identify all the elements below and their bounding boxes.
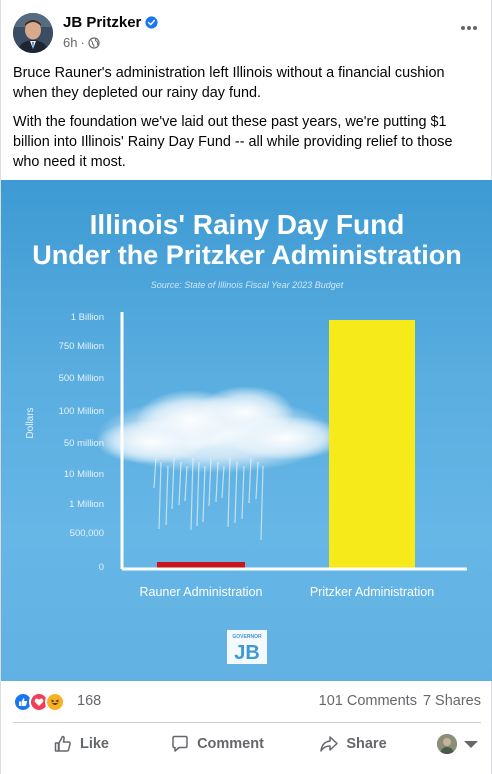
rain-streak (158, 461, 162, 530)
post-meta: 6h · (63, 35, 100, 50)
bar-pritzker (329, 320, 415, 568)
comment-label: Comment (197, 736, 264, 752)
rain-streak (260, 465, 264, 541)
viewer-avatar (437, 734, 457, 754)
y-tick-label: 0 (99, 562, 104, 573)
y-tick-label: 500,000 (70, 528, 104, 539)
post-paragraph-1: Bruce Rauner's administration left Illin… (13, 65, 445, 101)
actions-divider (13, 722, 481, 723)
caret-down-icon (464, 741, 478, 748)
thumbs-up-icon (54, 735, 71, 752)
y-tick-label: 750 Million (59, 341, 104, 352)
x-category-labels: Rauner Administration Pritzker Administra… (140, 585, 435, 599)
chart-title-line-2: Under the Pritzker Administration (32, 240, 462, 270)
cloud-illustration (96, 386, 346, 473)
author-name-row: JB Pritzker (63, 14, 158, 31)
share-arrow-icon (320, 736, 339, 752)
comment-bubble-icon (172, 735, 188, 752)
reaction-icons[interactable] (13, 692, 65, 712)
verified-badge-icon (145, 16, 158, 29)
x-category-label: Pritzker Administration (310, 585, 434, 599)
y-tick-label: 500 Million (59, 373, 104, 384)
rain-streak (202, 465, 206, 523)
more-options-button[interactable] (457, 19, 481, 37)
y-tick-label: 50 million (64, 438, 104, 449)
bars-group (157, 320, 415, 568)
y-tick-label: 1 Billion (71, 312, 104, 323)
y-tick-label: 10 Million (64, 469, 104, 480)
y-tick-label: 1 Million (69, 499, 104, 510)
haha-reaction-icon (45, 692, 65, 712)
post-text: Bruce Rauner's administration left Illin… (13, 63, 479, 181)
author-name[interactable]: JB Pritzker (63, 14, 142, 31)
y-axis-label: Dollars (25, 407, 36, 438)
comment-button[interactable]: Comment (149, 726, 285, 762)
comments-count-link[interactable]: 101 Comments (318, 693, 417, 709)
y-tick-labels: 1 Billion 750 Million 500 Million 100 Milli… (59, 312, 104, 573)
governor-badge-logo: GOVERNOR JB (227, 630, 267, 664)
globe-icon (88, 36, 100, 49)
like-button[interactable]: Like (13, 726, 149, 762)
y-tick-label: 100 Million (59, 406, 104, 417)
ellipsis-icon (461, 26, 477, 30)
post-stats: 168 101 Comments 7 Shares (13, 690, 481, 714)
x-category-label: Rauner Administration (140, 585, 263, 599)
like-reaction-icon (13, 692, 33, 712)
meta-separator: · (80, 35, 85, 50)
post-actions-bar: Like Comment Share (13, 726, 481, 762)
post-time[interactable]: 6h (63, 35, 78, 50)
post-image[interactable]: Illinois' Rainy Day Fund Under the Pritz… (1, 180, 492, 681)
post-paragraph-2: With the foundation we've laid out these… (13, 114, 453, 170)
rain-streak (196, 461, 200, 527)
share-button[interactable]: Share (285, 726, 421, 762)
chart-source: Source: State of Illinois Fiscal Year 20… (151, 280, 344, 290)
post-header: JB Pritzker 6h · (13, 13, 481, 55)
badge-big-text: JB (234, 642, 260, 664)
rain-streak (241, 465, 245, 520)
like-label: Like (79, 736, 109, 752)
shares-count-link[interactable]: 7 Shares (422, 693, 481, 709)
badge-small-text: GOVERNOR (232, 634, 262, 640)
chart-title-line-1: Illinois' Rainy Day Fund (90, 209, 405, 240)
rainy-day-fund-chart: Illinois' Rainy Day Fund Under the Pritz… (25, 209, 467, 664)
author-avatar[interactable] (13, 13, 53, 53)
engagement-counts: 101 Comments 7 Shares (319, 693, 481, 709)
audience-selector-button[interactable] (421, 726, 481, 762)
bar-rauner (157, 562, 245, 568)
rain-streak (165, 465, 169, 526)
share-label: Share (346, 736, 387, 752)
reaction-count[interactable]: 168 (77, 693, 102, 709)
